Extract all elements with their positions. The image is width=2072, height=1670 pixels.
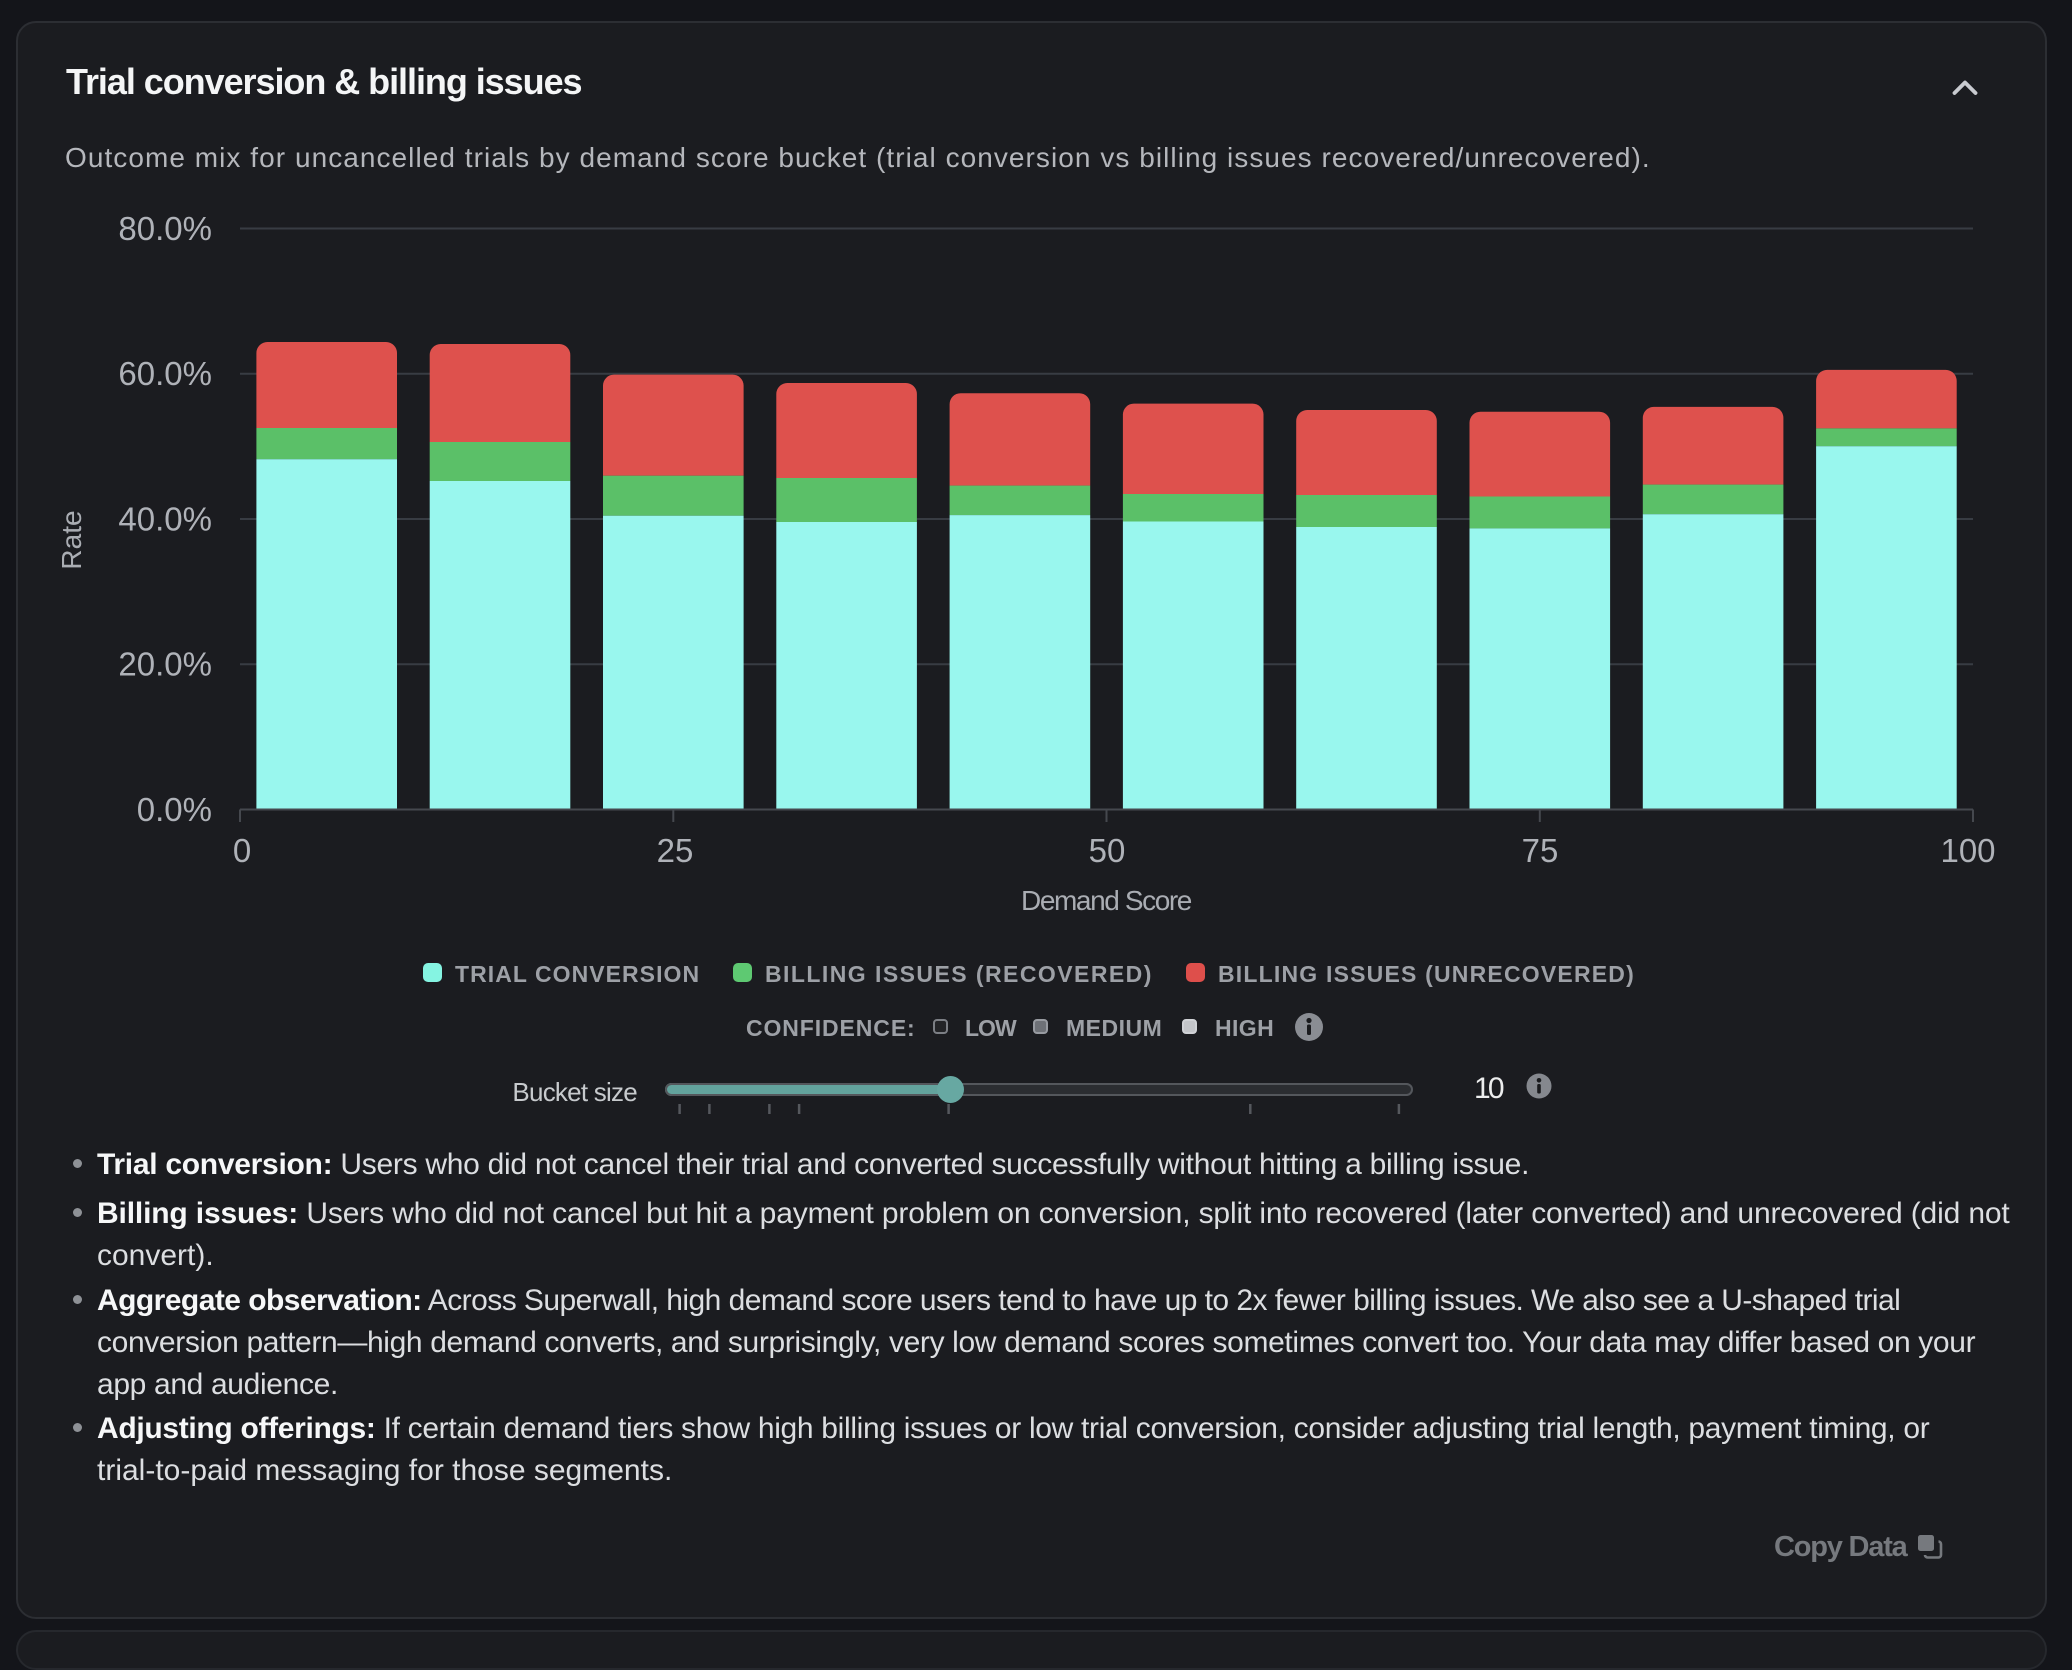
svg-text:40.0%: 40.0% [118, 501, 212, 538]
svg-text:20.0%: 20.0% [118, 646, 212, 683]
svg-text:80.0%: 80.0% [118, 210, 212, 247]
svg-text:100: 100 [1940, 832, 1995, 869]
svg-text:0: 0 [233, 832, 251, 869]
svg-text:50: 50 [1089, 832, 1126, 869]
svg-text:0.0%: 0.0% [137, 791, 212, 828]
svg-text:25: 25 [657, 832, 694, 869]
svg-text:60.0%: 60.0% [118, 355, 212, 392]
svg-text:75: 75 [1522, 832, 1559, 869]
svg-text:Rate: Rate [56, 510, 87, 569]
svg-text:Demand Score: Demand Score [1021, 885, 1192, 916]
